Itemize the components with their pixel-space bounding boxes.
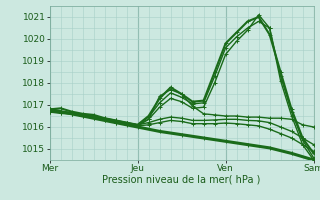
X-axis label: Pression niveau de la mer( hPa ): Pression niveau de la mer( hPa ) [102, 175, 261, 185]
